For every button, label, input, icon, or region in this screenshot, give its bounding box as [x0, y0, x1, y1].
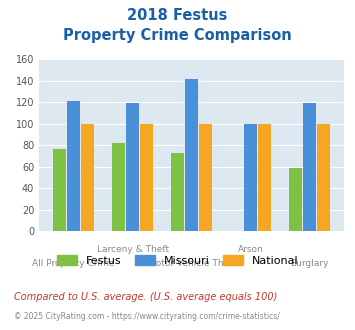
Bar: [171, 153, 184, 231]
Text: Property Crime Comparison: Property Crime Comparison: [63, 28, 292, 43]
Bar: [140, 124, 153, 231]
Text: Larceny & Theft: Larceny & Theft: [97, 245, 169, 254]
Text: 2018 Festus: 2018 Festus: [127, 8, 228, 23]
Bar: [200, 124, 212, 231]
Text: Compared to U.S. average. (U.S. average equals 100): Compared to U.S. average. (U.S. average …: [14, 292, 278, 302]
Bar: [67, 101, 80, 231]
Bar: [258, 124, 272, 231]
Bar: [112, 143, 125, 231]
Text: All Property Crime: All Property Crime: [32, 259, 115, 268]
Bar: [185, 79, 198, 231]
Bar: [303, 103, 316, 231]
Text: Motor Vehicle Theft: Motor Vehicle Theft: [148, 259, 236, 268]
Text: Arson: Arson: [238, 245, 264, 254]
Bar: [317, 124, 331, 231]
Bar: [244, 124, 257, 231]
Text: © 2025 CityRating.com - https://www.cityrating.com/crime-statistics/: © 2025 CityRating.com - https://www.city…: [14, 312, 280, 321]
Bar: [289, 168, 302, 231]
Legend: Festus, Missouri, National: Festus, Missouri, National: [52, 250, 303, 270]
Bar: [53, 149, 66, 231]
Bar: [126, 103, 139, 231]
Bar: [81, 124, 94, 231]
Text: Burglary: Burglary: [290, 259, 329, 268]
